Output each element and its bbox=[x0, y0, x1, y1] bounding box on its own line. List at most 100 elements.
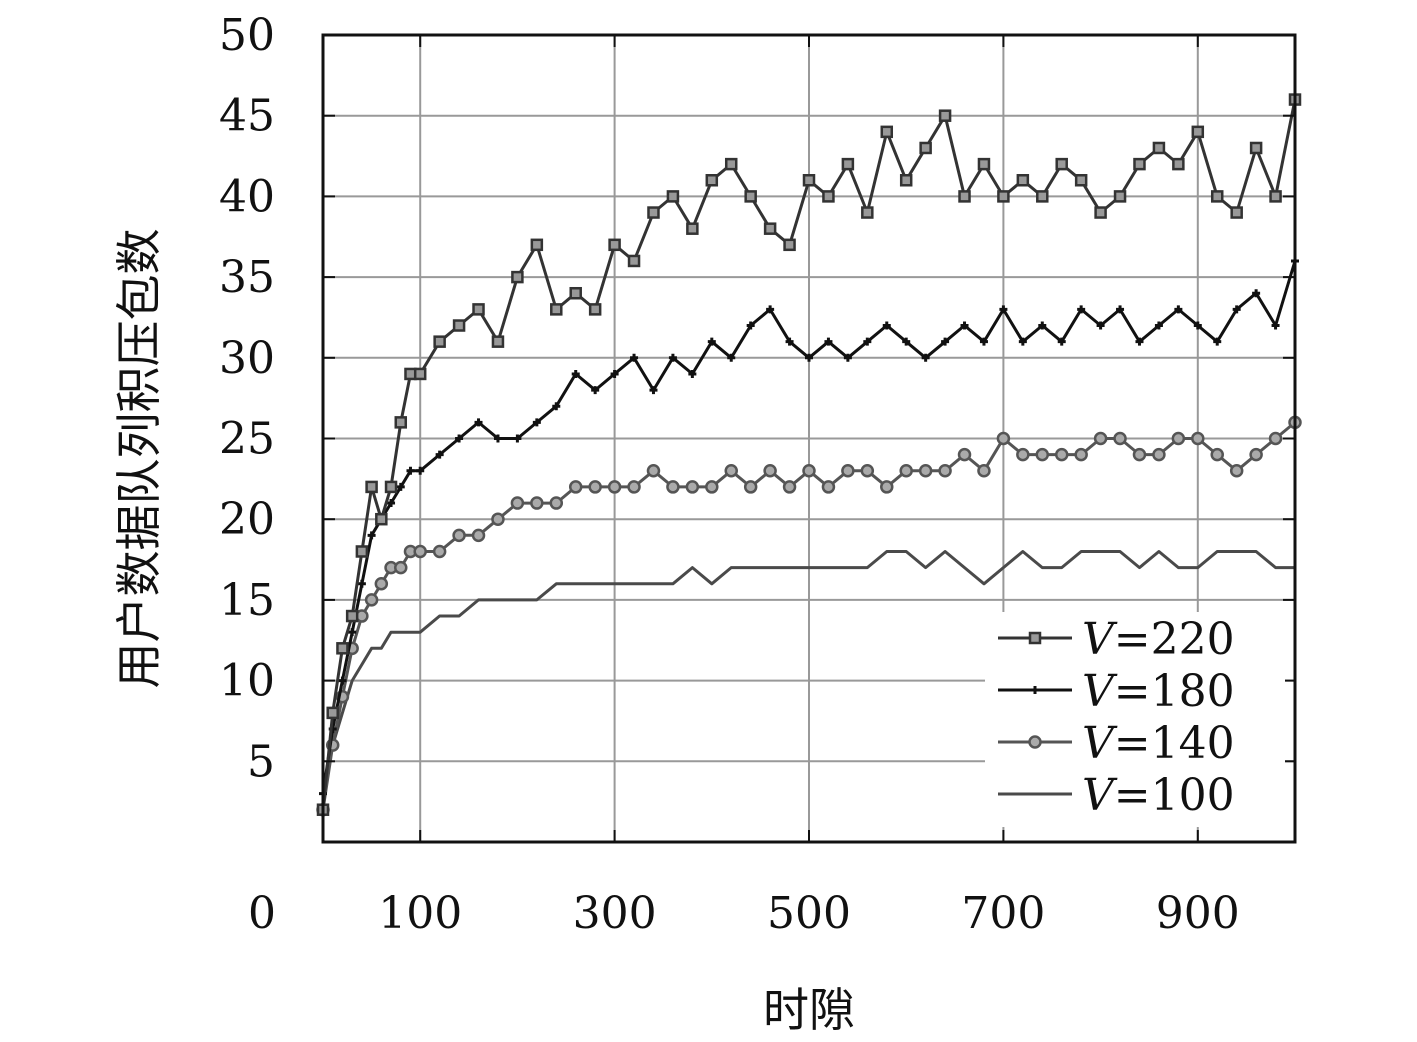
series-V-100 bbox=[321, 550, 1295, 794]
x-tick-label: 700 bbox=[961, 888, 1045, 939]
y-tick-label: 5 bbox=[247, 736, 275, 787]
data-point bbox=[1113, 190, 1127, 203]
data-point bbox=[1094, 206, 1107, 219]
data-point bbox=[627, 480, 641, 494]
data-point bbox=[1210, 447, 1224, 462]
data-point bbox=[880, 480, 894, 494]
data-point bbox=[326, 706, 339, 720]
data-point bbox=[474, 418, 483, 427]
data-point bbox=[471, 528, 486, 543]
data-point bbox=[511, 270, 524, 284]
data-point bbox=[365, 480, 378, 494]
data-point bbox=[746, 321, 755, 330]
data-point bbox=[705, 174, 719, 187]
data-point bbox=[452, 319, 466, 332]
data-point bbox=[958, 190, 971, 203]
data-point bbox=[357, 579, 366, 588]
data-point bbox=[1093, 431, 1108, 446]
data-point bbox=[1113, 431, 1127, 446]
legend-label-value: =180 bbox=[1114, 666, 1235, 717]
data-point bbox=[1172, 157, 1185, 171]
data-point bbox=[513, 434, 522, 443]
data-point bbox=[1074, 447, 1088, 462]
data-point bbox=[1191, 431, 1205, 446]
data-point bbox=[707, 337, 716, 346]
data-point bbox=[413, 544, 427, 559]
data-point bbox=[647, 206, 660, 219]
data-point bbox=[510, 496, 525, 510]
data-point bbox=[860, 464, 875, 478]
data-point bbox=[549, 496, 564, 510]
data-point bbox=[1210, 190, 1224, 203]
data-point bbox=[821, 480, 836, 494]
data-point bbox=[824, 337, 833, 346]
data-point bbox=[355, 545, 369, 558]
data-point bbox=[724, 464, 738, 478]
data-point bbox=[918, 464, 933, 478]
data-point bbox=[1054, 447, 1069, 462]
x-tick-label: 900 bbox=[1156, 888, 1240, 939]
legend-label: V=220 bbox=[1082, 614, 1235, 665]
data-point bbox=[1191, 125, 1205, 139]
data-point bbox=[530, 238, 544, 252]
data-point bbox=[1028, 631, 1042, 645]
y-tick-label: 25 bbox=[219, 414, 275, 465]
data-point bbox=[338, 676, 347, 685]
legend-label: V=140 bbox=[1082, 718, 1235, 769]
data-point bbox=[782, 480, 797, 494]
data-point bbox=[571, 369, 580, 378]
data-point bbox=[394, 560, 408, 575]
legend-label-value: =220 bbox=[1114, 614, 1235, 665]
data-point bbox=[1133, 157, 1146, 171]
data-point bbox=[919, 141, 932, 155]
data-point bbox=[685, 480, 700, 494]
data-point bbox=[1271, 321, 1280, 330]
series-V-140 bbox=[316, 415, 1302, 817]
data-point bbox=[610, 369, 619, 378]
data-point bbox=[1232, 305, 1241, 314]
data-point bbox=[416, 466, 425, 475]
data-point bbox=[384, 480, 398, 494]
data-point bbox=[364, 593, 379, 607]
data-point bbox=[1055, 157, 1068, 171]
data-point bbox=[630, 353, 639, 362]
legend-label: V=180 bbox=[1082, 666, 1235, 717]
legend-item: V=220 bbox=[998, 614, 1235, 665]
data-point bbox=[743, 480, 758, 494]
data-point bbox=[396, 482, 405, 491]
data-point bbox=[1038, 321, 1047, 330]
data-point bbox=[802, 464, 816, 478]
data-point bbox=[805, 353, 813, 362]
y-tick-label: 45 bbox=[219, 91, 275, 142]
data-point bbox=[432, 544, 447, 559]
data-point bbox=[727, 353, 736, 362]
data-point bbox=[938, 109, 952, 122]
data-point bbox=[668, 353, 677, 362]
series-line bbox=[321, 550, 1295, 794]
y-tick-label: 10 bbox=[219, 656, 275, 707]
data-point bbox=[530, 496, 544, 510]
origin-tick-label: 0 bbox=[248, 888, 276, 939]
data-point bbox=[1268, 431, 1283, 446]
data-point bbox=[902, 337, 911, 346]
data-point bbox=[348, 628, 357, 637]
data-point bbox=[1135, 337, 1144, 346]
x-tick-label: 100 bbox=[378, 888, 462, 939]
data-point bbox=[957, 447, 972, 462]
y-axis-title: 用户数据队列积压包数 bbox=[112, 229, 166, 689]
data-point bbox=[452, 528, 466, 543]
legend-label-value: =140 bbox=[1114, 718, 1235, 769]
data-point bbox=[394, 416, 408, 429]
legend-label: V=100 bbox=[1082, 770, 1235, 821]
data-point bbox=[960, 321, 969, 330]
data-point bbox=[646, 464, 661, 478]
legend-label-variable: V bbox=[1082, 666, 1118, 717]
data-point bbox=[841, 157, 855, 171]
legend-label-variable: V bbox=[1082, 718, 1118, 769]
data-point bbox=[1074, 174, 1088, 187]
data-point bbox=[763, 464, 777, 478]
data-point bbox=[977, 464, 991, 478]
data-point bbox=[1018, 337, 1027, 346]
data-point bbox=[1116, 305, 1125, 314]
